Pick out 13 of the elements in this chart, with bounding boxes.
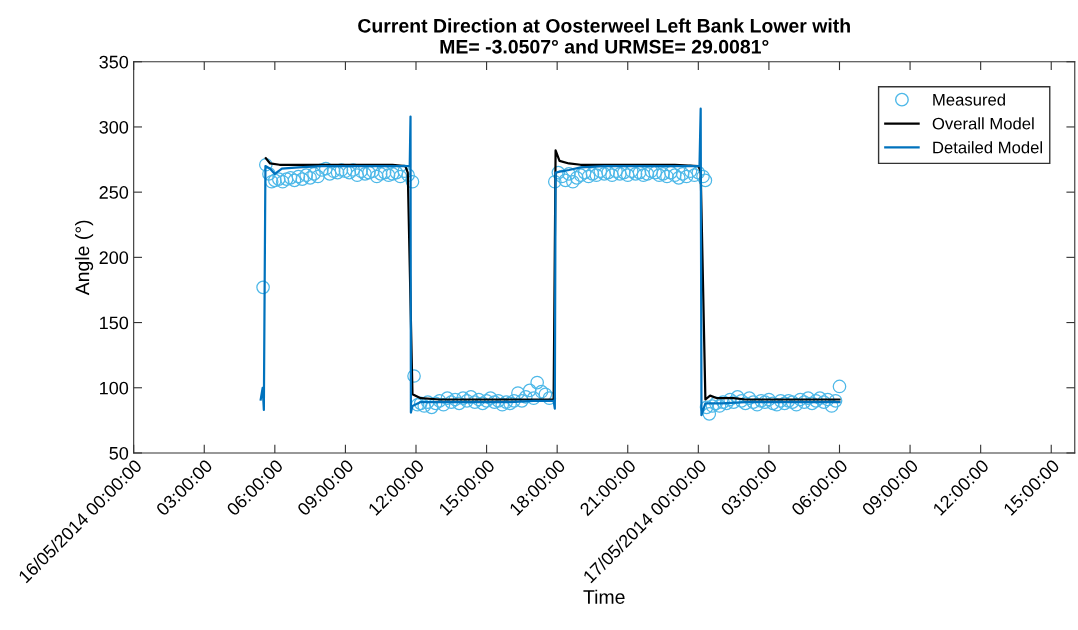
legend-label: Overall Model — [932, 117, 1034, 130]
y-tick-label: 100 — [100, 381, 129, 395]
y-tick-label: 300 — [99, 120, 129, 134]
legend-label: Measured — [933, 93, 1005, 106]
chart-title: Current Direction at Oosterweel Left Bank Lower with ME= -3.0507° and URMSE= 29.0081° — [358, 18, 850, 54]
y-axis-title: Angle (°) — [75, 220, 94, 296]
y-tick-label: 350 — [99, 55, 129, 69]
x-axis-title: Time — [583, 589, 625, 604]
y-tick-label: 250 — [99, 186, 129, 199]
y-tick-label: 200 — [99, 251, 129, 265]
y-tick-label: 50 — [109, 446, 129, 460]
legend-label: Detailed Model — [933, 141, 1042, 154]
y-tick-label: 150 — [100, 316, 129, 330]
